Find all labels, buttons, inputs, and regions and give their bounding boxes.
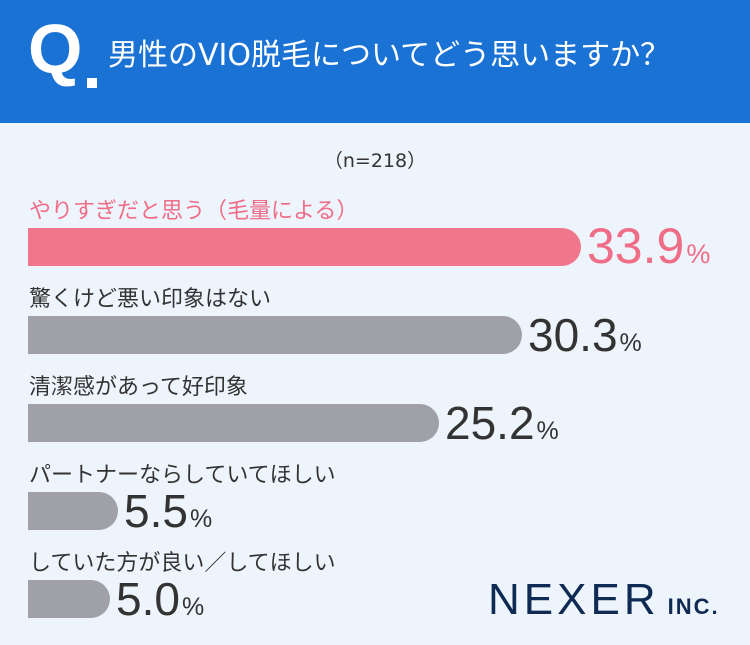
bar <box>28 316 522 354</box>
bar <box>28 580 110 618</box>
value-number: 25.2 <box>445 397 535 449</box>
value-number: 33.9 <box>587 218 685 274</box>
category-label: していた方が良い／してほしい <box>29 551 336 576</box>
question-title: 男性のVIO脱毛についてどう思いますか？ <box>108 38 671 73</box>
value-unit: % <box>686 239 711 269</box>
value-unit: % <box>536 417 559 445</box>
nexer-logo: NEXER INC. <box>488 578 720 622</box>
value-label: 5.5% <box>124 488 212 534</box>
logo-name: NEXER <box>488 575 660 624</box>
sample-size: （n=218） <box>323 150 427 172</box>
category-label: 清潔感があって好印象 <box>29 375 248 400</box>
value-number: 5.0 <box>116 573 180 625</box>
bar <box>28 228 581 266</box>
logo-suffix: INC. <box>667 594 720 619</box>
q-mark: Q <box>28 10 82 88</box>
value-number: 5.5 <box>124 485 188 537</box>
bar <box>28 492 118 530</box>
value-unit: % <box>619 329 642 357</box>
value-unit: % <box>181 593 205 621</box>
category-label: パートナーならしていてほしい <box>29 463 336 488</box>
bar <box>28 404 439 442</box>
value-unit: % <box>189 505 213 533</box>
value-label: 5.0% <box>116 576 204 622</box>
category-label: 驚くけど悪い印象はない <box>29 287 272 312</box>
q-dot <box>87 78 97 88</box>
value-label: 30.3% <box>528 312 642 358</box>
value-label: 33.9% <box>587 221 710 271</box>
header-banner: Q 男性のVIO脱毛についてどう思いますか？ <box>0 0 750 123</box>
category-label: やりすぎだと思う（毛量による） <box>29 199 359 224</box>
value-label: 25.2% <box>445 400 559 446</box>
value-number: 30.3 <box>528 309 618 361</box>
